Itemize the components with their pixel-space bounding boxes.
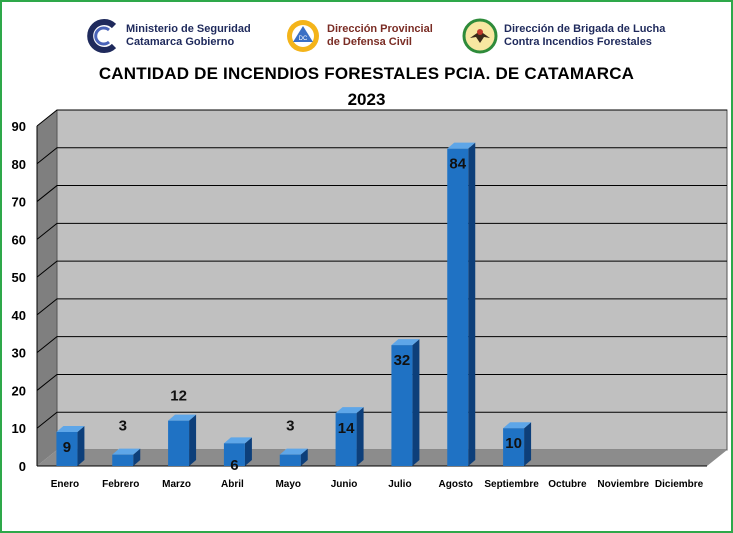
x-tick-label: Marzo — [162, 479, 191, 490]
x-tick-label: Junio — [331, 479, 358, 490]
x-tick-label: Abril — [221, 479, 244, 490]
logo3-line1: Dirección de Brigada de Lucha — [504, 23, 666, 35]
y-tick-label: 70 — [12, 195, 26, 210]
x-tick-label: Diciembre — [655, 479, 704, 490]
bar-top — [56, 426, 85, 432]
data-label: 12 — [170, 388, 187, 405]
bar — [112, 454, 134, 466]
y-tick-label: 30 — [12, 346, 26, 361]
data-label: 6 — [230, 457, 238, 474]
data-label: 3 — [286, 418, 294, 435]
logo1-line2: Catamarca Gobierno — [126, 36, 235, 48]
brigada-incendios-icon — [462, 18, 498, 54]
svg-text:DC: DC — [299, 36, 308, 42]
y-tick-label: 20 — [12, 383, 26, 398]
bar — [447, 148, 469, 466]
bar-top — [335, 407, 364, 414]
data-label: 32 — [394, 352, 411, 369]
gridline — [36, 373, 727, 391]
gridline — [36, 411, 727, 429]
defensa-civil-icon: DC — [287, 20, 319, 52]
x-tick-label: Febrero — [102, 479, 139, 490]
x-tick-label: Julio — [388, 479, 411, 490]
x-tick-label: Octubre — [548, 479, 587, 490]
bar — [391, 345, 413, 466]
gridline — [36, 109, 727, 127]
bar-top — [112, 448, 141, 455]
floor — [37, 450, 727, 466]
bar-side — [133, 448, 141, 466]
data-label: 10 — [505, 435, 522, 452]
bar — [56, 432, 78, 466]
bar-side — [300, 448, 308, 466]
chart-title: CANTIDAD DE INCENDIOS FORESTALES PCIA. D… — [98, 64, 635, 83]
bar-side — [524, 422, 532, 466]
x-tick-label: Noviembre — [597, 479, 649, 490]
bar-side — [356, 407, 364, 466]
y-tick-label: 40 — [12, 308, 26, 323]
x-tick-label: Agosto — [439, 479, 473, 490]
defensa-civil-logo: DC Dirección Provincial de Defensa Civil — [285, 16, 433, 56]
bar-top — [391, 339, 420, 346]
chart-subtitle: 2023 — [347, 90, 386, 109]
ministerio-seguridad-logo: Ministerio de Seguridad Catamarca Gobier… — [84, 16, 251, 56]
logo3-line2: Contra Incendios Forestales — [504, 36, 652, 48]
gridline — [36, 185, 727, 202]
logo1-line1: Ministerio de Seguridad — [126, 23, 251, 35]
gridline — [36, 147, 727, 165]
bar — [503, 428, 525, 466]
bar-side — [189, 414, 197, 466]
bar-side — [77, 426, 85, 466]
data-label: 3 — [119, 418, 127, 435]
gridline — [36, 260, 727, 278]
x-tick-label: Mayo — [275, 479, 301, 490]
y-tick-label: 60 — [12, 232, 26, 247]
brigada-incendios-logo: Dirección de Brigada de Lucha Contra Inc… — [462, 16, 665, 56]
y-tick-label: 50 — [12, 270, 26, 285]
bar-top — [223, 437, 252, 444]
logo2-line1: Dirección Provincial — [327, 23, 433, 35]
x-tick-label: Septiembre — [484, 479, 539, 490]
bar — [279, 454, 301, 466]
bar-side — [468, 142, 476, 466]
y-tick-label: 0 — [19, 459, 26, 474]
bar — [168, 420, 190, 466]
y-tick-label: 90 — [12, 119, 26, 134]
bar-top — [447, 142, 476, 149]
bar-top — [279, 448, 308, 455]
gridline — [36, 222, 727, 240]
logo2-line2: de Defensa Civil — [327, 36, 412, 48]
ministerio-seguridad-icon — [87, 19, 117, 53]
data-label: 9 — [63, 439, 71, 456]
data-label: 14 — [338, 420, 355, 437]
y-tick-label: 10 — [12, 421, 26, 436]
bar-top — [168, 414, 197, 421]
y-tick-label: 80 — [12, 157, 26, 172]
bar-side — [244, 437, 252, 466]
x-tick-label: Enero — [51, 479, 79, 490]
bar — [223, 443, 245, 466]
bar-top — [503, 422, 532, 429]
bar — [335, 413, 357, 466]
side-wall — [37, 110, 57, 466]
bar-side — [412, 339, 420, 466]
gridline — [36, 298, 727, 316]
data-label: 84 — [449, 156, 466, 173]
gridline — [36, 336, 727, 354]
